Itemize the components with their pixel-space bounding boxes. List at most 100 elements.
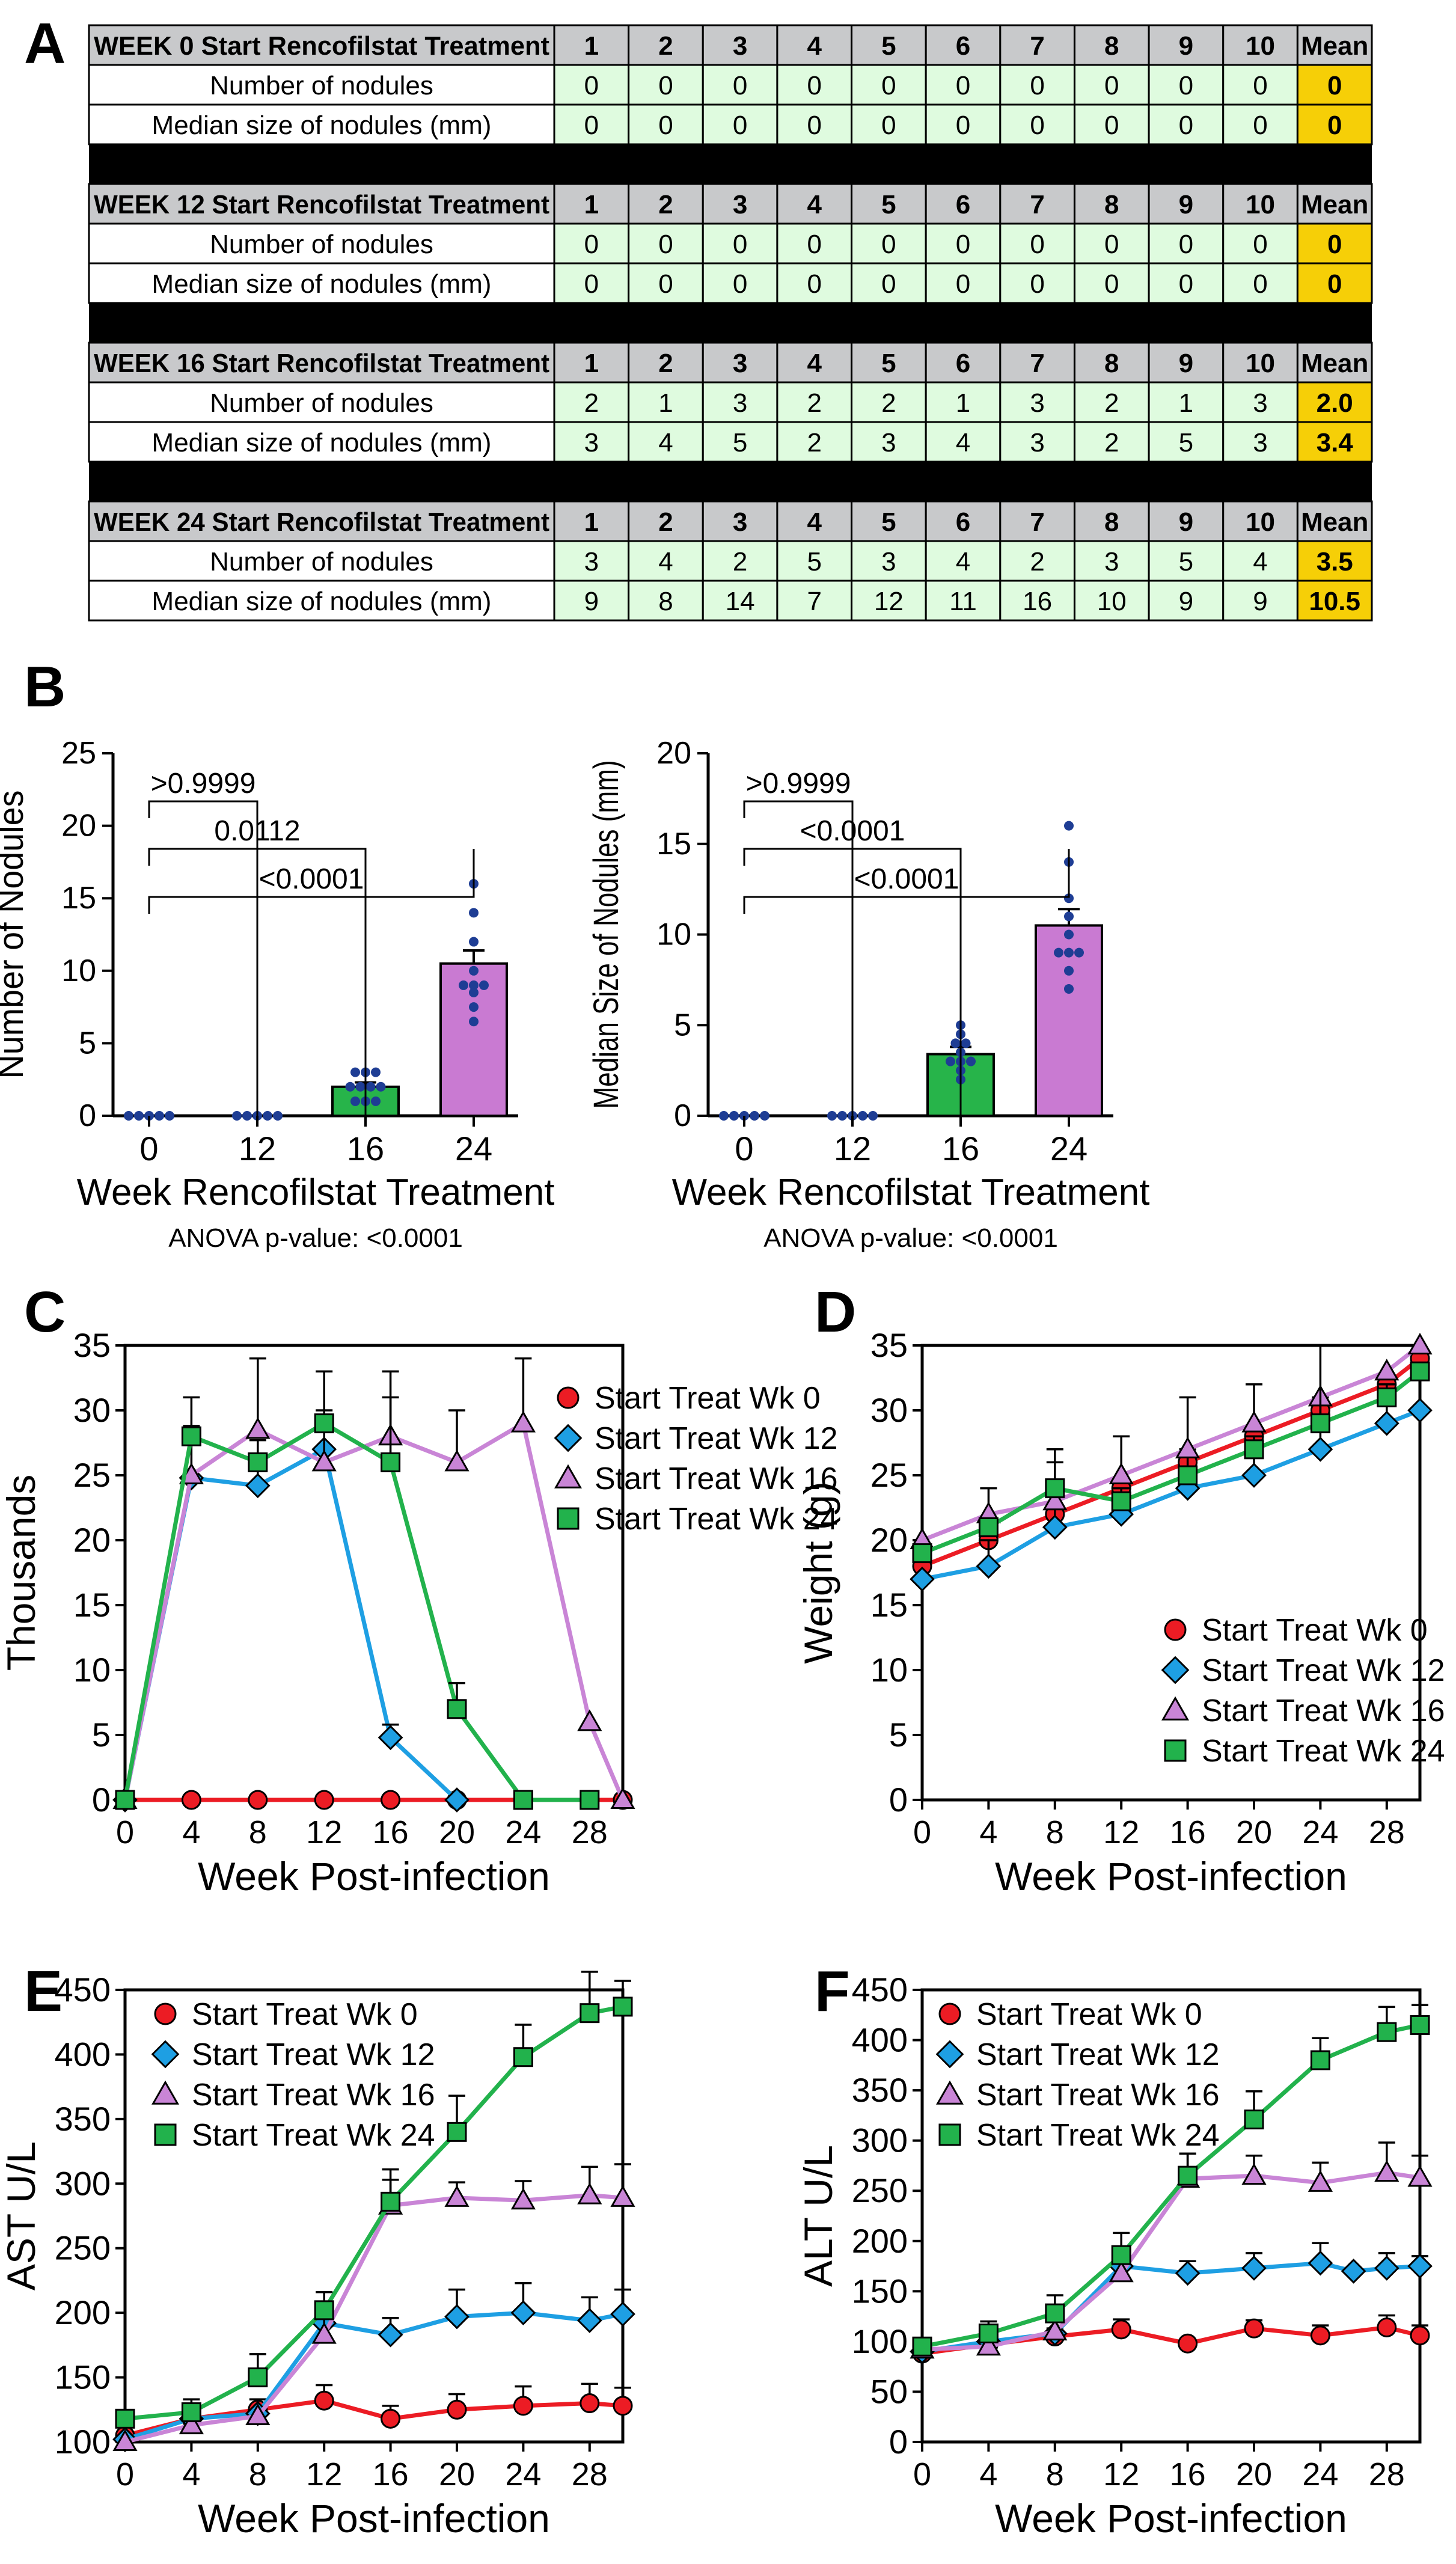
column-header: 9 (1179, 190, 1193, 219)
comparison-bracket (743, 800, 854, 1116)
mean-cell (1296, 421, 1373, 463)
x-tick-label: 0 (116, 1814, 134, 1850)
table-header-cell (88, 341, 555, 384)
data-point (371, 1067, 381, 1077)
cell-value: 0 (956, 71, 970, 100)
data-point (577, 2182, 602, 2204)
row-label: Number of nodules (210, 388, 433, 418)
mean-cell (1296, 580, 1373, 622)
data-point (577, 1709, 602, 1731)
data-point (837, 1111, 847, 1121)
plot-frame (123, 1988, 625, 2444)
cell-value: 0 (1253, 269, 1267, 299)
results-table: WEEK 0 Start Rencofilstat Treatment 1 2 3 4 5… (88, 24, 1373, 622)
y-tick-label: 5 (79, 1026, 96, 1060)
legend-label: Start Treat Wk 16 (976, 2078, 1220, 2113)
row-label: Median size of nodules (mm) (152, 269, 492, 299)
data-point (371, 1096, 381, 1106)
column-header: 7 (1030, 31, 1044, 61)
column-header-cell (1148, 24, 1225, 66)
data-point (950, 1038, 961, 1048)
cell-value: 4 (658, 428, 673, 457)
column-header-cell (999, 24, 1075, 66)
cell-value: 9 (584, 587, 599, 616)
legend-marker (1161, 1696, 1189, 1721)
cell-value: 2 (807, 428, 821, 457)
block-title: WEEK 0 Start Rencofilstat Treatment (94, 31, 549, 61)
cell-value: 0 (658, 71, 673, 100)
x-tick-label: 0 (913, 2456, 931, 2492)
x-tick-label: 24 (1302, 1814, 1338, 1850)
data-point (610, 2301, 635, 2327)
data-point (273, 1111, 283, 1121)
data-point (447, 2399, 467, 2420)
x-axis-label: Week Post-infection (198, 1854, 550, 1899)
cell-value: 0 (584, 230, 599, 259)
legend-marker (1161, 1656, 1190, 1684)
data-point (1064, 911, 1074, 922)
data-point (827, 1111, 837, 1121)
cell-value: 8 (658, 587, 673, 616)
y-tick-label: 20 (870, 1521, 908, 1559)
cell-value: 10 (1097, 587, 1127, 616)
series-3 (912, 2004, 1430, 2357)
data-cell (702, 421, 778, 463)
plot-frame (123, 1344, 625, 1802)
y-tick-label: 20 (61, 809, 96, 843)
column-header: 3 (733, 349, 747, 378)
y-tick-label: 350 (55, 2100, 111, 2138)
data-cell (851, 64, 927, 106)
column-header: 9 (1179, 31, 1193, 61)
data-point (1374, 1359, 1399, 1381)
column-header: 2 (658, 31, 673, 61)
data-point (1175, 2260, 1201, 2286)
mean-value: 2.0 (1317, 388, 1353, 418)
data-point (248, 1790, 268, 1810)
row-label: Median size of nodules (mm) (152, 111, 492, 140)
column-header: 10 (1246, 31, 1275, 61)
data-point (381, 1790, 401, 1810)
column-header: 2 (658, 349, 673, 378)
y-tick-label: 25 (870, 1456, 908, 1494)
data-point (378, 2322, 403, 2348)
cell-value: 0 (584, 269, 599, 299)
data-cell (999, 580, 1075, 622)
data-point (378, 1725, 403, 1751)
data-point (510, 1410, 536, 1433)
comparison-bracket (148, 800, 258, 1116)
column-header: 1 (584, 31, 599, 61)
cell-value: 0 (881, 71, 896, 100)
data-cell (702, 262, 778, 304)
column-header-cell (851, 500, 927, 542)
x-tick-label: 24 (505, 1814, 541, 1850)
data-point (248, 1452, 268, 1472)
cell-value: 3 (1030, 388, 1044, 418)
x-tick-label: 8 (249, 2456, 267, 2492)
data-point (1178, 2333, 1198, 2354)
data-point (760, 1111, 769, 1121)
series-line (921, 1344, 1422, 1543)
data-point (610, 2185, 635, 2207)
cell-value: 0 (733, 230, 747, 259)
data-point (154, 1111, 164, 1121)
data-cell (702, 64, 778, 106)
data-cell (1148, 580, 1225, 622)
x-tick-label: 28 (572, 1814, 608, 1850)
x-tick-label: 12 (239, 1130, 276, 1167)
data-point (1064, 893, 1074, 904)
comparison-bracket (743, 848, 962, 1116)
panel-letter-e: E (24, 1959, 63, 2024)
cell-value: 2 (881, 388, 896, 418)
y-tick-label: 100 (852, 2322, 908, 2360)
legend-label: Start Treat Wk 0 (1202, 1613, 1428, 1648)
data-point (469, 937, 479, 947)
cell-value: 0 (733, 71, 747, 100)
mean-cell (1296, 103, 1373, 145)
panel-letter-f: F (815, 1959, 850, 2024)
data-cell (1073, 381, 1150, 423)
series-line (123, 1446, 459, 1802)
cell-value: 0 (1179, 230, 1193, 259)
y-tick-label: 5 (889, 1716, 908, 1754)
y-tick-label: 0 (79, 1098, 96, 1133)
data-point (1045, 1478, 1065, 1499)
